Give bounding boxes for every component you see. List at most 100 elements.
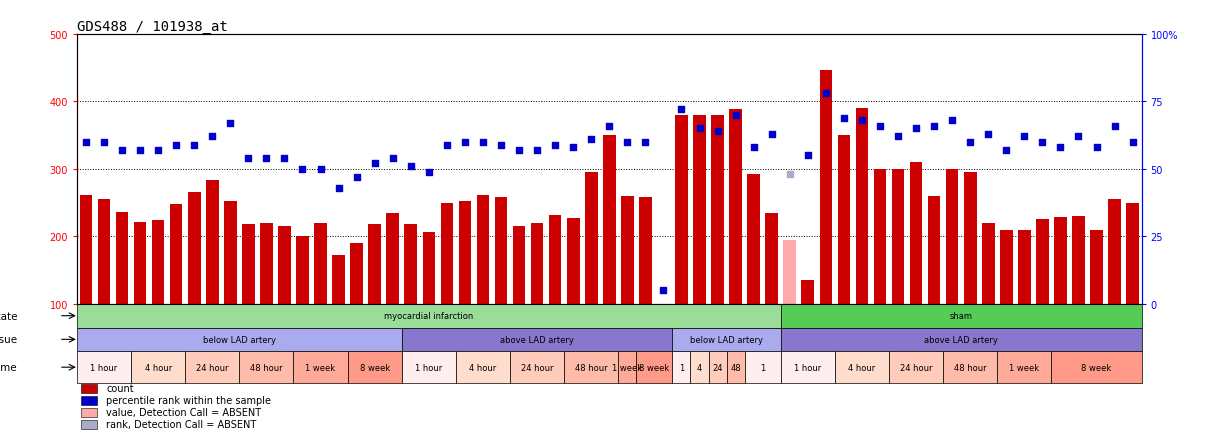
Bar (77, 328, 402, 352)
Text: 48 hour: 48 hour (575, 363, 608, 372)
Point (256, 155, 276, 162)
Point (400, 163, 420, 170)
Text: value, Detection Call = ABSENT: value, Detection Call = ABSENT (106, 407, 261, 417)
Bar (79, 195, 93, 304)
Bar (186, 352, 239, 383)
Text: 48 hour: 48 hour (250, 363, 283, 372)
Bar (206, 181, 219, 304)
Bar (1072, 217, 1084, 304)
Bar (928, 197, 940, 304)
Point (906, 125, 926, 132)
Bar (77, 352, 131, 383)
Bar (838, 136, 850, 304)
Bar (585, 173, 597, 304)
Text: 8 week: 8 week (1082, 363, 1111, 372)
Bar (402, 328, 673, 352)
Point (653, 287, 673, 294)
Text: 24 hour: 24 hour (197, 363, 228, 372)
Point (924, 123, 944, 130)
Bar (513, 227, 525, 304)
Text: count: count (106, 383, 134, 393)
Bar (170, 204, 182, 304)
Bar (441, 204, 453, 304)
Bar (239, 352, 293, 383)
Bar (293, 352, 348, 383)
Point (1033, 139, 1053, 146)
Point (437, 142, 457, 149)
Bar (946, 169, 958, 304)
Point (961, 139, 980, 146)
Bar (1000, 230, 1012, 304)
Bar (891, 169, 905, 304)
Bar (369, 224, 381, 304)
Point (328, 185, 348, 192)
Point (563, 145, 582, 151)
Point (744, 145, 763, 151)
Bar (242, 225, 255, 304)
Point (618, 139, 637, 146)
Text: 1 week: 1 week (305, 363, 336, 372)
Point (203, 134, 222, 141)
Bar (151, 220, 165, 304)
Bar (856, 109, 868, 304)
Text: disease state: disease state (0, 311, 17, 321)
Point (419, 169, 438, 176)
Bar (780, 328, 1142, 352)
Bar (982, 224, 995, 304)
Point (888, 134, 907, 141)
Text: 1 hour: 1 hour (415, 363, 442, 372)
Bar (82, 396, 98, 404)
Bar (332, 256, 344, 304)
Text: 1 hour: 1 hour (90, 363, 117, 372)
Bar (260, 224, 272, 304)
Point (1068, 134, 1088, 141)
Bar (223, 202, 237, 304)
Point (491, 142, 510, 149)
Text: rank, Detection Call = ABSENT: rank, Detection Call = ABSENT (106, 419, 256, 429)
Bar (82, 421, 98, 429)
Bar (350, 243, 363, 304)
Point (293, 166, 313, 173)
Point (546, 142, 565, 149)
Bar (510, 352, 564, 383)
Bar (801, 281, 814, 304)
Point (780, 171, 800, 178)
Bar (455, 352, 510, 383)
Bar (673, 352, 691, 383)
Bar (476, 196, 490, 304)
Bar (348, 352, 402, 383)
Bar (77, 304, 780, 328)
Point (600, 123, 619, 130)
Bar (131, 352, 186, 383)
Bar (495, 198, 507, 304)
Bar (567, 219, 580, 304)
Text: 4: 4 (697, 363, 702, 372)
Point (943, 118, 962, 125)
Text: 24 hour: 24 hour (521, 363, 553, 372)
Bar (784, 240, 796, 304)
Point (383, 155, 403, 162)
Bar (675, 115, 687, 304)
Text: 4 hour: 4 hour (144, 363, 172, 372)
Bar (747, 174, 759, 304)
Point (166, 142, 186, 149)
Point (708, 128, 728, 135)
Bar (819, 70, 833, 304)
Text: above LAD artery: above LAD artery (924, 335, 998, 344)
Point (76, 139, 95, 146)
Point (1123, 139, 1143, 146)
Text: 1: 1 (759, 363, 766, 372)
Bar (1054, 218, 1067, 304)
Point (816, 91, 835, 98)
Bar (636, 352, 673, 383)
Bar (603, 136, 615, 304)
Bar (745, 352, 780, 383)
Text: 4 hour: 4 hour (849, 363, 875, 372)
Text: 8 week: 8 week (359, 363, 389, 372)
Text: 1: 1 (679, 363, 684, 372)
Point (834, 115, 853, 122)
Text: above LAD artery: above LAD artery (501, 335, 574, 344)
Bar (943, 352, 998, 383)
Bar (691, 352, 708, 383)
Bar (386, 214, 399, 304)
